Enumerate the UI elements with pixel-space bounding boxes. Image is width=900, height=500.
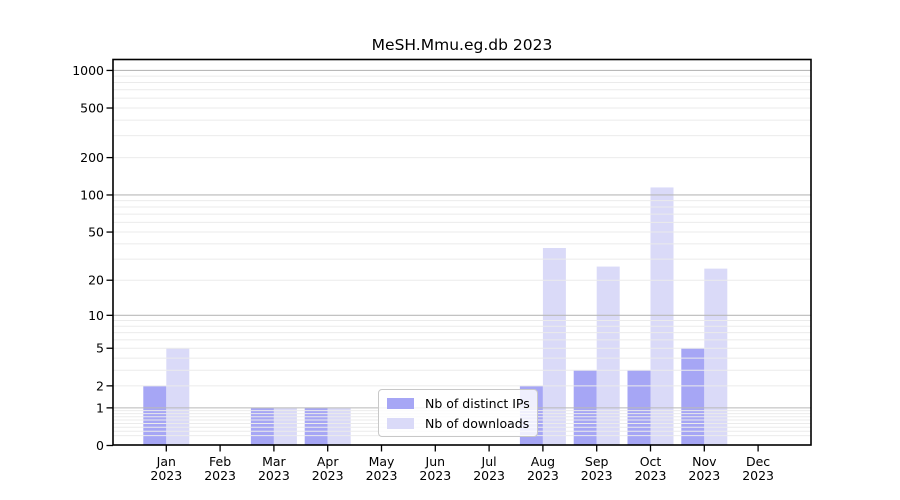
legend: Nb of distinct IPs Nb of downloads (378, 389, 538, 437)
bar-distinct-ips-jan (143, 385, 167, 445)
x-tick-label-month-oct: Oct (640, 454, 662, 469)
y-tick-label-5: 5 (96, 341, 104, 356)
x-tick-label-month-aug: Aug (531, 454, 555, 469)
x-tick-label-month-sep: Sep (585, 454, 609, 469)
x-tick-label-year-feb: 2023 (204, 468, 236, 483)
x-tick-label-month-nov: Nov (692, 454, 717, 469)
legend-swatch-downloads (387, 417, 414, 429)
y-tick-label-0: 0 (96, 438, 104, 453)
x-tick-label-month-jul: Jul (481, 454, 497, 469)
bar-downloads-sep (596, 266, 620, 445)
x-tick-label-year-jun: 2023 (419, 468, 451, 483)
x-tick-label-year-dec: 2023 (742, 468, 774, 483)
y-tick-label-20: 20 (88, 273, 104, 288)
y-tick-label-1: 1 (96, 400, 104, 415)
bar-distinct-ips-nov (681, 348, 705, 445)
x-tick-label-year-apr: 2023 (312, 468, 344, 483)
y-tick-label-500: 500 (80, 101, 104, 116)
x-tick-label-month-may: May (369, 454, 395, 469)
x-tick-label-year-jan: 2023 (150, 468, 182, 483)
x-tick-label-year-jul: 2023 (473, 468, 505, 483)
x-tick-label-year-may: 2023 (366, 468, 398, 483)
y-tick-label-100: 100 (80, 187, 104, 202)
x-tick-label-month-apr: Apr (317, 454, 339, 469)
legend-label-distinct-ips: Nb of distinct IPs (425, 395, 530, 411)
y-tick-label-50: 50 (88, 225, 104, 240)
y-tick-label-1000: 1000 (72, 63, 104, 78)
bar-downloads-oct (650, 187, 674, 445)
legend-label-downloads: Nb of downloads (425, 415, 530, 431)
x-tick-label-month-dec: Dec (746, 454, 770, 469)
bar-downloads-nov (704, 268, 728, 445)
legend-swatch-distinct-ips (387, 397, 414, 409)
y-tick-label-2: 2 (96, 378, 104, 393)
x-tick-label-year-sep: 2023 (581, 468, 613, 483)
plot-frame (112, 58, 812, 446)
y-tick-label-200: 200 (80, 150, 104, 165)
x-tick-label-month-jan: Jan (156, 454, 176, 469)
bar-downloads-jan (166, 348, 190, 445)
y-tick-label-10: 10 (88, 308, 104, 323)
x-tick-label-year-nov: 2023 (688, 468, 720, 483)
x-tick-label-month-feb: Feb (209, 454, 231, 469)
x-tick-label-year-oct: 2023 (635, 468, 667, 483)
x-tick-label-year-aug: 2023 (527, 468, 559, 483)
x-tick-label-month-jun: Jun (425, 454, 446, 469)
chart-title: MeSH.Mmu.eg.db 2023 (371, 36, 553, 54)
bar-downloads-aug (542, 248, 566, 445)
x-tick-label-month-mar: Mar (262, 454, 286, 469)
x-tick-label-year-mar: 2023 (258, 468, 290, 483)
legend-item-downloads: Nb of downloads (387, 414, 529, 432)
legend-item-distinct-ips: Nb of distinct IPs (387, 394, 530, 412)
